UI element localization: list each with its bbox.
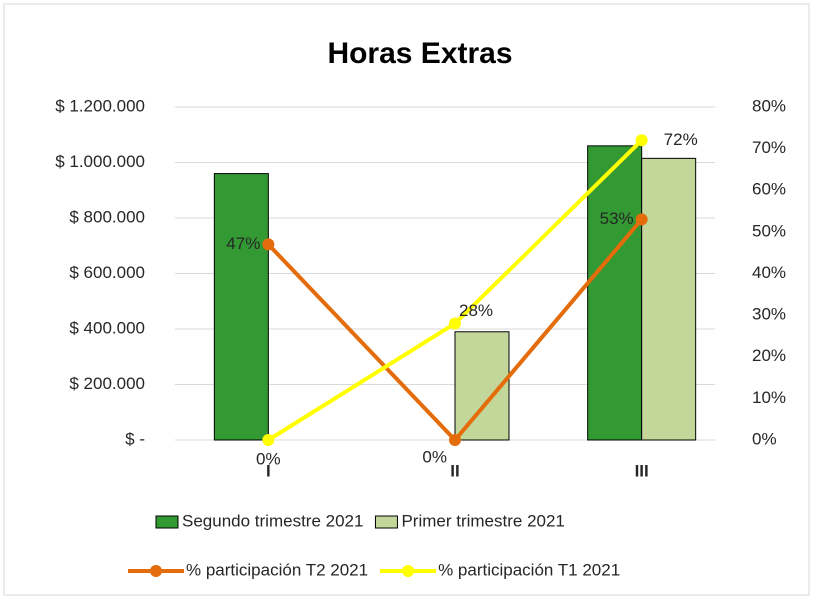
- legend-label: % participación T1 2021: [438, 560, 620, 579]
- legend-marker: [150, 565, 162, 577]
- legend-label: Segundo trimestre 2021: [182, 511, 363, 530]
- data-label: 0%: [422, 447, 447, 466]
- y-tick-label: $ 400.000: [69, 318, 145, 337]
- line-point: [262, 238, 275, 251]
- line-point: [449, 317, 461, 330]
- legend-label: Primer trimestre 2021: [401, 511, 564, 530]
- y-tick-label: $ 1.200.000: [55, 96, 145, 115]
- y-tick-label: $ 800.000: [69, 207, 145, 226]
- line-point: [262, 434, 275, 446]
- y2-tick-label: 40%: [752, 263, 786, 282]
- y2-tick-label: 20%: [752, 346, 786, 365]
- x-tick-label: I: [266, 461, 271, 480]
- data-label: 47%: [226, 234, 260, 253]
- chart-title: Horas Extras: [327, 37, 512, 70]
- line-point: [635, 213, 648, 226]
- legend-label: % participación T2 2021: [186, 560, 368, 579]
- y-tick-label: $ -: [125, 429, 145, 448]
- y2-tick-label: 10%: [752, 388, 786, 407]
- y2-tick-label: 30%: [752, 305, 786, 324]
- line-point: [635, 134, 648, 147]
- bar: [587, 145, 643, 441]
- legend-swatch: [374, 515, 398, 529]
- y2-tick-label: 0%: [752, 429, 777, 448]
- legend-marker: [402, 565, 415, 577]
- x-tick-label: II: [450, 461, 459, 480]
- bar: [641, 157, 697, 441]
- x-tick-label: III: [635, 461, 649, 480]
- y-tick-label: $ 1.000.000: [55, 152, 145, 171]
- y-tick-label: $ 600.000: [69, 263, 145, 282]
- y2-tick-label: 70%: [752, 138, 786, 157]
- y-tick-label: $ 200.000: [69, 374, 145, 393]
- data-label: 72%: [664, 130, 698, 149]
- y2-tick-label: 50%: [752, 221, 786, 240]
- y2-tick-label: 60%: [752, 180, 786, 199]
- bar: [213, 173, 269, 441]
- line-point: [449, 434, 461, 446]
- y2-tick-label: 80%: [752, 96, 786, 115]
- legend-swatch: [155, 515, 179, 529]
- data-label: 0%: [256, 449, 281, 468]
- data-label: 28%: [459, 301, 493, 320]
- data-label: 53%: [600, 209, 634, 228]
